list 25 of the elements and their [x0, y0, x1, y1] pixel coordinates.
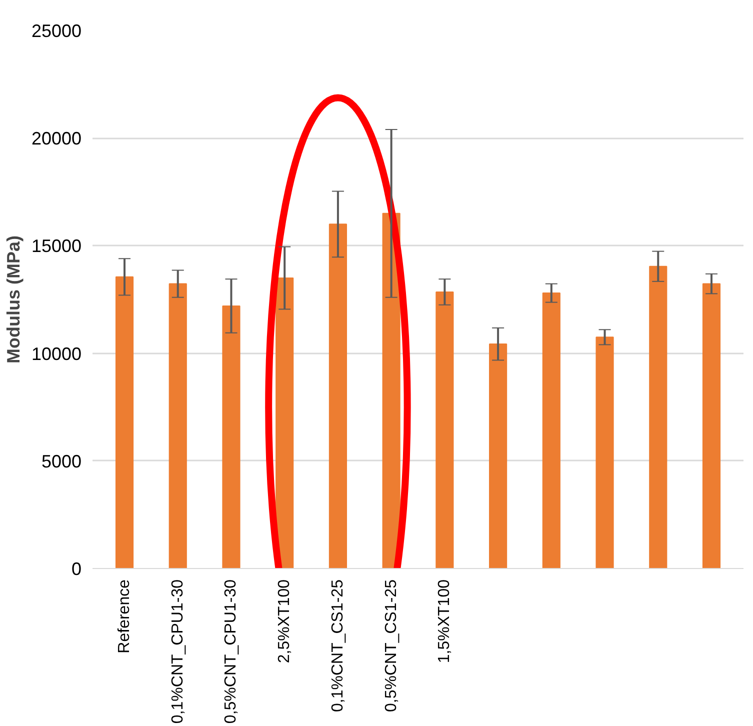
x-tick-label: 2,5%XT100 [276, 579, 294, 664]
bar [168, 283, 187, 568]
bar [436, 291, 454, 568]
x-tick-label: Reference [116, 579, 134, 654]
x-tick-label: 0,5%CNT_CS1-25 [382, 579, 400, 712]
y-tick-label: 5000 [41, 451, 82, 472]
bar [115, 276, 134, 568]
y-axis-title: Modulus (MPa) [3, 235, 24, 364]
bar [702, 283, 721, 568]
y-tick-label: 0 [71, 559, 82, 579]
x-tick-label: 0,1%CNT_CS1-25 [329, 579, 346, 712]
y-tick-label: 10000 [31, 344, 82, 364]
x-tick-label: 0,5%CNT_CPU1-30 [222, 579, 240, 724]
bar [489, 344, 508, 568]
bar [542, 292, 560, 568]
bar [276, 277, 294, 568]
y-tick-label: 25000 [31, 21, 82, 41]
bar [596, 336, 614, 568]
bar [328, 224, 347, 568]
bar [649, 266, 668, 568]
x-tick-label: 0,1%CNT_CPU1-30 [169, 579, 186, 724]
y-tick-label: 20000 [31, 128, 82, 149]
bar [222, 305, 240, 568]
y-tick-label: 15000 [31, 236, 82, 256]
x-tick-label: 1,5%XT100 [436, 579, 454, 664]
